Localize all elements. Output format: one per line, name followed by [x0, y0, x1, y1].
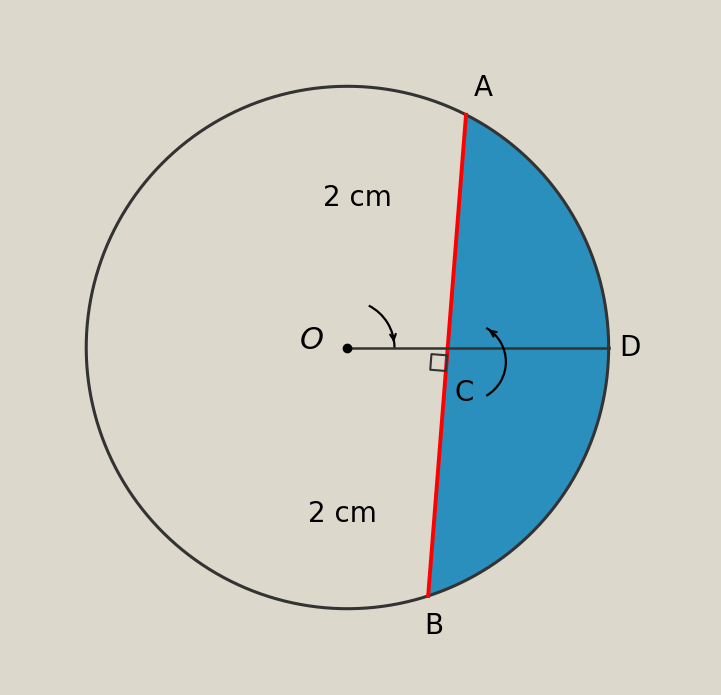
Polygon shape: [428, 115, 609, 596]
Text: O: O: [300, 327, 324, 355]
Text: 2 cm: 2 cm: [308, 500, 376, 528]
Text: B: B: [424, 612, 443, 639]
Text: A: A: [474, 74, 493, 101]
Text: D: D: [619, 334, 640, 361]
Text: 2 cm: 2 cm: [323, 183, 392, 211]
Text: C: C: [455, 379, 474, 407]
